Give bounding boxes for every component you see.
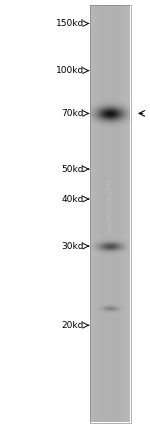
Text: www.PTGLAB.COM: www.PTGLAB.COM	[108, 178, 113, 233]
Text: 100kd: 100kd	[56, 66, 84, 75]
Text: 50kd: 50kd	[61, 164, 84, 174]
Text: 70kd: 70kd	[61, 109, 84, 118]
Text: 30kd: 30kd	[61, 241, 84, 251]
Text: 20kd: 20kd	[62, 321, 84, 330]
Bar	[90, 5, 130, 423]
Text: 150kd: 150kd	[56, 19, 84, 28]
Text: 40kd: 40kd	[62, 194, 84, 204]
